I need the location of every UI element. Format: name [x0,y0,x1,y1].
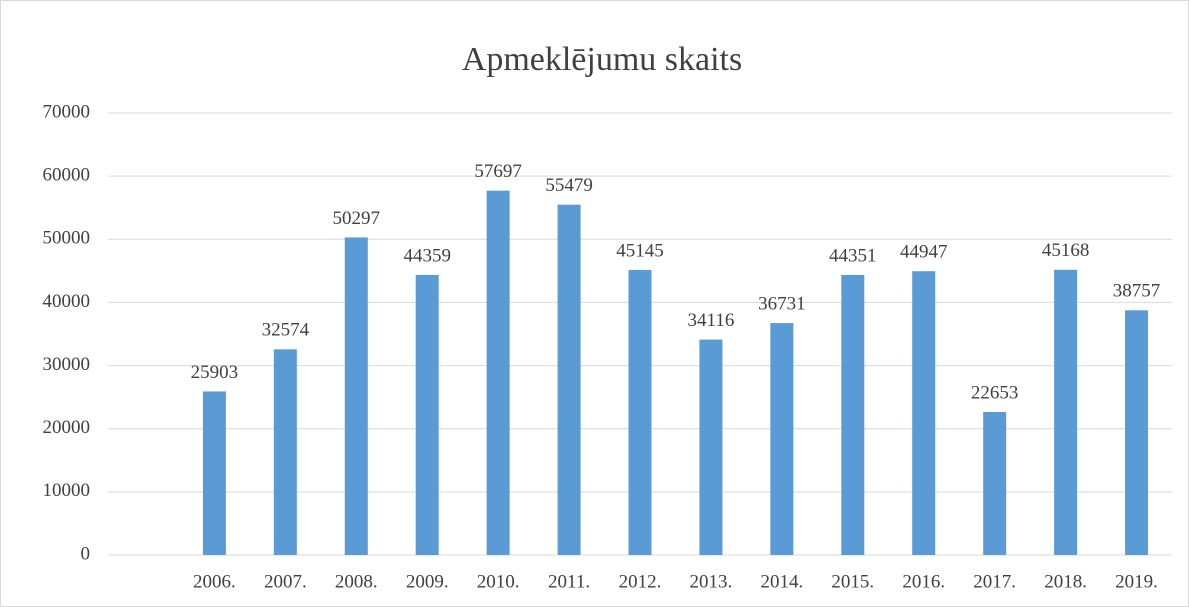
data-label: 38757 [1113,281,1161,302]
data-label: 22653 [971,382,1019,403]
x-tick-label: 2019. [1115,571,1158,592]
y-tick-label: 70000 [43,101,91,122]
data-label: 44947 [900,242,948,263]
data-label: 36731 [758,293,806,314]
y-tick-label: 20000 [43,417,91,438]
bar [557,204,581,555]
data-label: 45168 [1042,240,1090,261]
x-tick-label: 2017. [973,571,1016,592]
y-tick-label: 50000 [43,228,91,249]
x-tick-label: 2007. [264,571,307,592]
chart-title: Apmeklējumu skaits [462,41,742,78]
bar [415,274,439,555]
x-tick-label: 2006. [193,571,236,592]
bar [202,391,226,555]
bar [486,190,510,555]
data-label: 44359 [403,245,451,266]
x-tick-label: 2014. [760,571,803,592]
x-tick-label: 2012. [619,571,662,592]
x-tick-label: 2016. [902,571,945,592]
x-tick-label: 2018. [1044,571,1087,592]
x-tick-label: 2008. [335,571,378,592]
data-label: 34116 [688,310,735,331]
bar [699,339,723,555]
bar [912,271,936,555]
data-label: 57697 [474,161,522,182]
y-tick-label: 40000 [43,291,91,312]
data-label: 50297 [333,208,381,229]
bar [628,269,652,555]
x-tick-label: 2010. [477,571,520,592]
x-tick-label: 2011. [548,571,590,592]
data-label: 25903 [191,362,239,383]
bar [1054,269,1078,555]
data-label: 44351 [829,245,877,266]
bar [344,237,368,555]
y-tick-label: 60000 [43,165,91,186]
data-label: 55479 [545,175,593,196]
y-tick-label: 10000 [43,480,91,501]
y-tick-label: 30000 [43,354,91,375]
bar [273,349,297,555]
bar [1125,310,1149,555]
y-tick-label: 0 [81,543,91,564]
data-label: 32574 [262,320,310,341]
bar [841,274,865,555]
x-tick-label: 2009. [406,571,449,592]
bar [770,323,794,555]
data-label: 45145 [616,240,664,261]
x-tick-label: 2013. [690,571,733,592]
bar [983,411,1007,555]
x-tick-label: 2015. [831,571,874,592]
